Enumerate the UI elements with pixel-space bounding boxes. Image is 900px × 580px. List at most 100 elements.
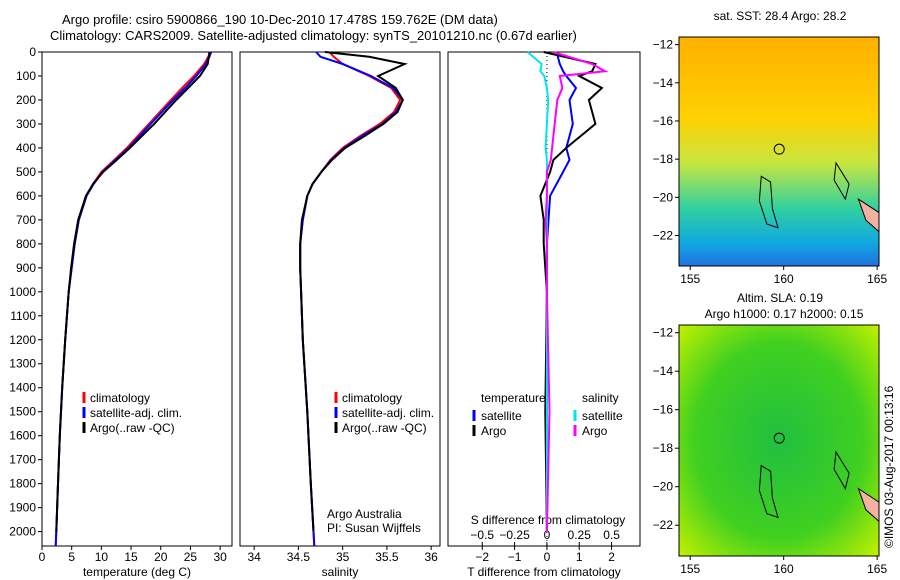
x-axis-label: temperature (deg C) (83, 565, 191, 579)
x-tick-label: 36 (424, 550, 438, 564)
sla-map-subtitle: Argo h1000: 0.17 h2000: 0.15 (705, 307, 864, 321)
map-y-tick-label: −22 (653, 228, 674, 242)
x2-tick-label: −0.5 (470, 528, 494, 542)
y-tick-label: 100 (16, 69, 36, 83)
argo-float-marker (773, 432, 785, 444)
map-y-tick-label: −14 (653, 364, 674, 378)
map-x-tick-label: 160 (774, 562, 794, 576)
map-x-tick-label: 165 (867, 562, 887, 576)
x-tick-label: 15 (124, 550, 138, 564)
legend-label: Argo(..raw -QC) (342, 421, 427, 435)
series-line-t-argo (539, 51, 604, 532)
map-x-tick-label: 160 (774, 272, 794, 286)
coastline (758, 175, 779, 229)
x-tick-label: 34 (247, 550, 261, 564)
land-new-caledonia (857, 197, 880, 233)
map-y-tick-label: −16 (653, 403, 674, 417)
map-y-tick-label: −16 (653, 114, 674, 128)
land-new-caledonia (857, 487, 880, 523)
coastline (833, 450, 850, 490)
y-tick-label: 300 (16, 117, 36, 131)
y-tick-label: 1400 (9, 381, 36, 395)
x-tick-label: 25 (184, 550, 198, 564)
series-line-t-satellite (545, 51, 578, 532)
legend-label: Argo (481, 424, 507, 438)
watermark: ©IMOS 03-Aug-2017 00:13:16 (882, 385, 896, 548)
x-tick-label: 34.5 (287, 550, 311, 564)
legend-label: Argo(..raw -QC) (90, 421, 175, 435)
pi-label: PI: Susan Wijffels (327, 521, 421, 535)
series-line-argo-raw-qc- (299, 51, 408, 532)
x-tick-label: 0 (39, 550, 46, 564)
series-line-argo-raw-qc- (55, 51, 211, 532)
map-y-tick-label: −22 (653, 518, 674, 532)
title-line-2: Climatology: CARS2009. Satellite-adjuste… (50, 28, 577, 43)
map-y-tick-label: −20 (653, 190, 674, 204)
coastline (833, 161, 850, 201)
x2-tick-label: −0.25 (499, 528, 530, 542)
y-tick-label: 500 (16, 165, 36, 179)
x-tick-label: 30 (213, 550, 227, 564)
y-tick-label: 1900 (9, 501, 36, 515)
y-tick-label: 900 (16, 261, 36, 275)
series-line-climatology (299, 51, 402, 547)
map-y-tick-label: −20 (653, 480, 674, 494)
x-tick-label: 1 (576, 550, 583, 564)
x-tick-label: 35 (336, 550, 350, 564)
x-tick-label: 20 (154, 550, 168, 564)
y-tick-label: 0 (29, 45, 36, 59)
legend-label: climatology (90, 391, 150, 405)
y-tick-label: 2000 (9, 525, 36, 539)
map-x-tick-label: 155 (680, 272, 700, 286)
x2-tick-label: 0.25 (568, 528, 592, 542)
y-tick-label: 1000 (9, 285, 36, 299)
x-tick-label: −1 (508, 550, 522, 564)
sst-map-title: sat. SST: 28.4 Argo: 28.2 (714, 9, 847, 23)
y-tick-label: 400 (16, 141, 36, 155)
title-line-1: Argo profile: csiro 5900866_190 10-Dec-2… (62, 12, 498, 27)
plot-frame-salinity (239, 51, 441, 547)
x-tick-label: 35.5 (375, 550, 399, 564)
legend-label: satellite-adj. clim. (342, 406, 434, 420)
series-line-satellite-adj-clim- (299, 51, 405, 547)
y-tick-label: 1300 (9, 357, 36, 371)
legend-header-salinity: salinity (582, 391, 619, 405)
x-tick-label: 10 (95, 550, 109, 564)
y-tick-label: 1100 (10, 309, 36, 323)
plot-frame-temperature (41, 51, 233, 547)
plot-frame-difference (447, 51, 641, 547)
x2-tick-label: 0.5 (603, 528, 620, 542)
y-tick-label: 1600 (9, 429, 36, 443)
map-x-tick-label: 155 (680, 562, 700, 576)
sla-map-field (678, 324, 880, 557)
coastline (758, 464, 779, 519)
x-axis-label: T difference from climatology (467, 565, 621, 579)
sla-map-title: Altim. SLA: 0.19 (737, 291, 823, 305)
map-x-tick-label: 165 (867, 272, 887, 286)
series-line-satellite-adj-clim- (54, 51, 213, 547)
map-y-tick-label: −12 (653, 326, 674, 340)
y-tick-label: 1200 (9, 333, 36, 347)
map-y-tick-label: −18 (653, 152, 674, 166)
y-tick-label: 200 (16, 93, 36, 107)
argo-float-marker (773, 143, 785, 155)
legend-label: satellite (481, 409, 522, 423)
institution-label: Argo Australia (327, 507, 402, 521)
series-line-climatology (54, 51, 211, 547)
legend-label: satellite-adj. clim. (90, 406, 182, 420)
x-axis-label: salinity (322, 565, 359, 579)
y-tick-label: 800 (16, 237, 36, 251)
y-tick-label: 1700 (9, 453, 36, 467)
x-tick-label: 0 (544, 550, 551, 564)
map-y-tick-label: −14 (653, 76, 674, 90)
x-tick-label: 5 (68, 550, 75, 564)
series-line-s-argo (544, 51, 609, 532)
x2-tick-label: 0 (544, 528, 551, 542)
x-tick-label: 2 (608, 550, 615, 564)
y-tick-label: 700 (16, 213, 36, 227)
legend-header-temperature: temperature (481, 391, 546, 405)
y-tick-label: 1800 (9, 477, 36, 491)
map-y-tick-label: −18 (653, 441, 674, 455)
